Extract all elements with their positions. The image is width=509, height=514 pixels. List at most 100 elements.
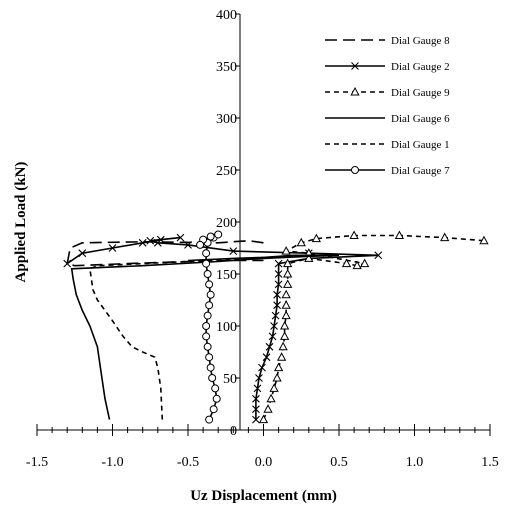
data-point [283,268,293,278]
data-point [211,384,220,393]
y-tick-label: 350 [216,60,237,75]
data-point [440,232,450,242]
data-point [156,235,165,244]
data-point [203,342,212,351]
data-point [258,363,266,372]
data-point [63,259,72,268]
data-point [281,300,291,309]
legend-marker [351,62,359,70]
x-tick-label: 0.5 [330,455,348,470]
data-point [374,251,383,260]
legend-label: Dial Gauge 6 [391,113,450,125]
x-tick-label: 0.0 [255,455,273,470]
data-point [268,332,277,341]
series-dial-gauge-7 [196,230,223,424]
series-line [66,239,264,267]
data-point [279,320,290,330]
legend-marker [350,86,360,96]
data-point [206,363,215,372]
y-tick-label: 50 [223,372,237,387]
y-axis-title: Applied Load (kN) [13,162,29,283]
legend-entry: Dial Gauge 9 [325,86,450,99]
data-point [283,279,293,288]
data-point [273,301,281,310]
legend-label: Dial Gauge 1 [391,139,450,151]
data-point [202,322,211,330]
data-point [281,246,291,255]
y-tick-label: 200 [216,216,237,231]
data-point [360,258,370,268]
data-point [176,233,185,242]
data-point [349,230,359,240]
data-point [146,236,155,245]
legend-marker [351,166,359,174]
data-point [279,331,290,340]
legend-entry: Dial Gauge 6 [325,113,450,125]
x-tick-label: 1.5 [481,455,499,470]
series-line [70,254,340,420]
x-tick-label: -1.0 [101,455,123,470]
data-point [274,280,283,289]
series-dial-gauge-1 [89,256,264,420]
data-point [272,372,282,382]
y-tick-label: 150 [216,268,237,283]
data-point [229,247,238,256]
axes: -1.5 -1.0 -0.5 0.0 0.5 1.0 1.5 0 50 100 150 200 250 3… [26,8,499,470]
data-point [205,280,214,289]
data-point [196,240,205,249]
data-point [311,233,321,243]
y-tick-label: 400 [216,8,237,23]
series-line [262,234,485,420]
data-point [273,290,281,299]
data-point [281,289,291,299]
data-point [276,352,287,361]
data-point [205,353,214,362]
series-dial-gauge-6 [70,254,340,420]
data-point [252,394,260,403]
data-point [202,332,211,341]
legend-label: Dial Gauge 9 [391,87,450,99]
data-point [203,270,212,278]
legend-label: Dial Gauge 2 [391,61,450,73]
y-tick-label: 300 [216,112,237,127]
x-axis-title: Uz Displacement (mm) [190,488,337,504]
data-point [274,270,283,278]
data-point [214,230,223,239]
data-point [281,310,291,320]
data-point [262,353,271,362]
data-point [479,235,489,245]
series-dial-gauge-9 [258,230,489,424]
data-point [255,374,263,382]
legend: Dial Gauge 8 Dial Gauge 2 Dial Gauge 9 Dial… [325,35,450,177]
data-point [209,405,218,414]
legend-entry: Dial Gauge 8 [325,35,450,47]
data-point [304,253,314,262]
data-point [269,383,279,392]
x-tick-label: 1.0 [406,455,424,470]
data-point [108,244,117,252]
data-point [202,259,211,268]
data-point [265,342,274,351]
data-point [341,258,352,268]
data-point [296,237,306,247]
y-tick-label: 250 [216,164,237,179]
data-point [78,249,87,258]
x-tick-label: -0.5 [177,455,199,470]
data-point [270,322,278,330]
data-point [394,230,405,240]
data-point [203,311,212,320]
series-line [89,256,264,420]
data-point [205,415,214,424]
legend-entry: Dial Gauge 7 [325,165,450,177]
series-layer [63,230,489,424]
y-tick-label: 100 [216,320,237,335]
data-point [208,374,217,382]
data-point [184,240,192,249]
data-point [274,259,283,268]
legend-label: Dial Gauge 8 [391,35,450,47]
data-point [271,311,280,320]
data-point [266,393,276,403]
data-point [206,232,215,241]
data-point [252,405,260,414]
